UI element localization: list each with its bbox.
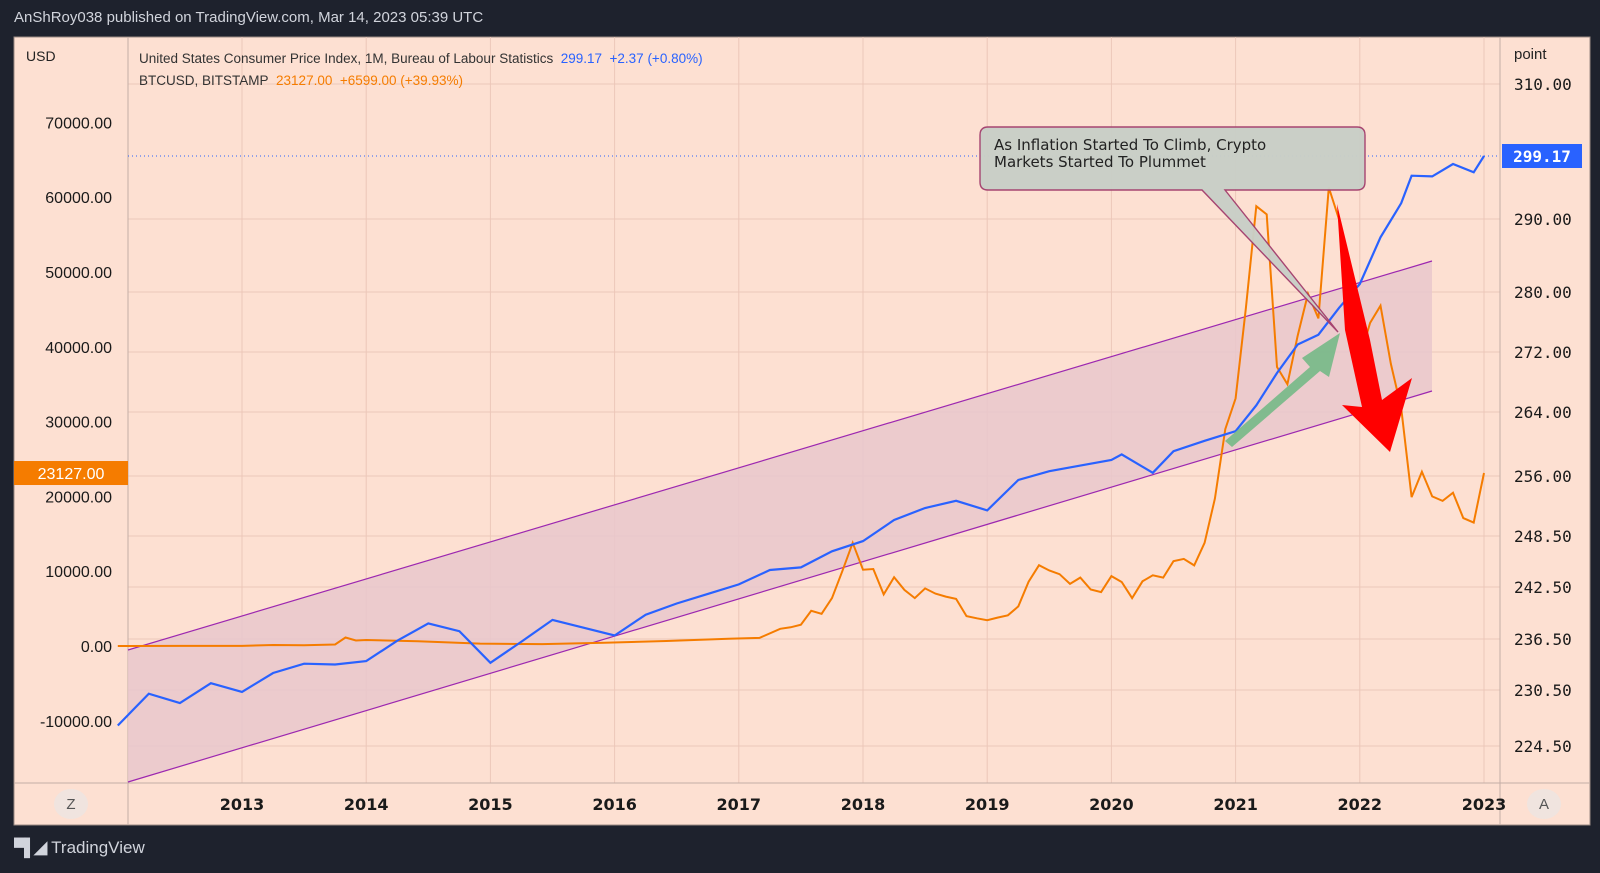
channel-upper-line[interactable] [127,260,1433,651]
legend-cpi-name: United States Consumer Price Index, 1M, … [139,51,554,66]
right-tick-label: 280.00 [1514,283,1572,302]
right-tick-label: 236.50 [1514,630,1572,649]
cpi-last-price-label: 299.17 [1513,147,1571,166]
callout-line-1: As Inflation Started To Climb, Crypto [994,136,1267,154]
publish-info: AnShRoy038 published on TradingView.com,… [14,9,484,26]
right-tick-label: 264.00 [1514,403,1572,422]
left-tick-label: -10000.00 [40,714,112,731]
x-tick-label: 2020 [1089,795,1134,814]
callout-line-2: Markets Started To Plummet [994,153,1206,171]
right-tick-label: 310.00 [1514,75,1572,94]
right-tick-label: 272.00 [1514,343,1572,362]
x-tick-label: 2019 [965,795,1010,814]
channel-fill [128,261,1432,782]
left-tick-label: 50000.00 [45,265,112,282]
left-tick-label: 10000.00 [45,564,112,581]
cpi-series-line [117,155,1485,727]
tradingview-logo-icon: ▀▌◢ [14,838,47,857]
legend: United States Consumer Price Index, 1M, … [139,48,703,92]
callout-text: As Inflation Started To Climb, Crypto Ma… [994,137,1266,171]
left-tick-label: 40000.00 [45,340,112,357]
left-tick-label: 60000.00 [45,190,112,207]
left-tick-label: 30000.00 [45,415,112,432]
legend-cpi-change: +2.37 (+0.80%) [609,51,703,66]
auto-scale-button[interactable]: A [1527,789,1561,819]
callout-box[interactable] [979,126,1366,333]
x-tick-label: 2016 [592,795,637,814]
left-axis-unit: USD [26,48,56,64]
green-arrow-annotation[interactable] [1225,333,1340,447]
btc-last-price-marker [14,461,128,486]
left-tick-label: 70000.00 [45,115,112,132]
legend-btc-value: 23127.00 [276,73,333,88]
brand-name: TradingView [51,838,145,857]
channel-lower-line[interactable] [127,390,1433,783]
footer-brand[interactable]: ▀▌◢ TradingView [14,838,145,858]
right-tick-label: 230.50 [1514,681,1572,700]
left-tick-label: 0.00 [81,639,112,656]
btc-last-price-label: 23127.00 [38,466,105,483]
x-tick-label: 2021 [1213,795,1258,814]
x-tick-label: 2015 [468,795,513,814]
right-tick-label: 290.00 [1514,210,1572,229]
red-arrow-annotation[interactable] [1337,204,1412,452]
right-tick-label: 224.50 [1514,737,1572,756]
axis-ticks: 2013 2014 2015 2016 2017 2018 2019 2020 2021 2022… [40,75,1572,814]
legend-btc-change: +6599.00 (+39.93%) [339,73,463,88]
x-tick-label: 2013 [220,795,265,814]
legend-btc-name: BTCUSD, BITSTAMP [139,73,269,88]
right-tick-label: 242.50 [1514,578,1572,597]
x-tick-label: 2022 [1338,795,1383,814]
x-tick-label: 2023 [1462,795,1507,814]
left-tick-label: 20000.00 [45,489,112,506]
legend-btc[interactable]: BTCUSD, BITSTAMP 23127.00 +6599.00 (+39.… [139,70,703,92]
right-tick-label: 248.50 [1514,527,1572,546]
right-tick-label: 256.00 [1514,467,1572,486]
cpi-last-price-marker [1502,144,1582,168]
x-tick-label: 2017 [717,795,762,814]
legend-cpi[interactable]: United States Consumer Price Index, 1M, … [139,48,703,70]
log-scale-z-button[interactable]: Z [54,789,88,819]
legend-cpi-value: 299.17 [560,51,603,66]
x-tick-label: 2014 [344,795,389,814]
right-axis-unit: point [1514,46,1547,63]
x-tick-label: 2018 [841,795,886,814]
